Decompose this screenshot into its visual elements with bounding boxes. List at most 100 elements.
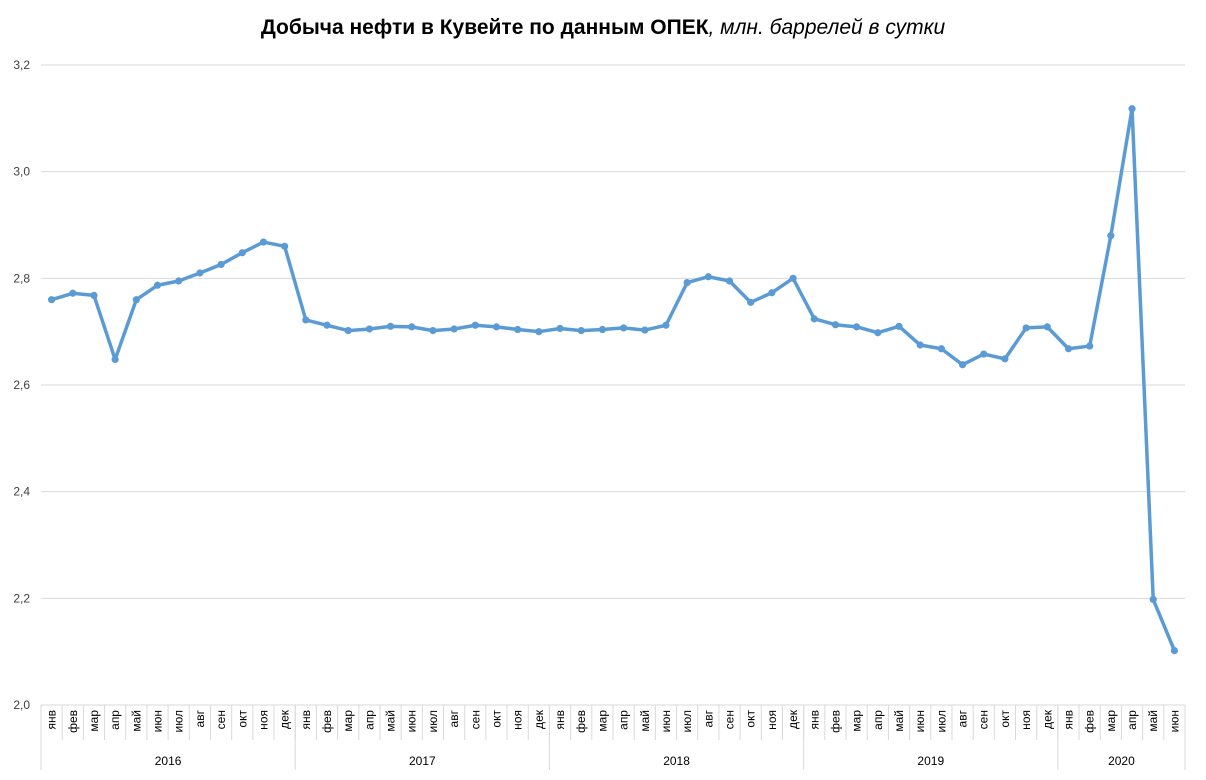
x-tick-label-month: июн bbox=[913, 710, 927, 732]
data-point bbox=[302, 316, 310, 324]
data-point bbox=[69, 289, 77, 297]
data-point bbox=[1001, 355, 1009, 363]
y-tick-label: 3,2 bbox=[13, 58, 30, 72]
series-oil-production bbox=[47, 105, 1179, 655]
data-point bbox=[1086, 342, 1094, 350]
data-point bbox=[132, 296, 140, 304]
data-point bbox=[111, 355, 119, 363]
x-tick-label-month: июл bbox=[680, 710, 694, 732]
data-point bbox=[238, 249, 246, 257]
data-point bbox=[47, 296, 56, 304]
data-point bbox=[408, 323, 416, 331]
data-point bbox=[1043, 323, 1051, 331]
data-point bbox=[450, 325, 458, 333]
data-point bbox=[704, 273, 712, 281]
y-tick-label: 2,2 bbox=[13, 591, 30, 605]
y-tick-label: 2,4 bbox=[13, 485, 30, 499]
data-point bbox=[683, 279, 691, 287]
data-point bbox=[175, 277, 183, 285]
data-point bbox=[810, 315, 818, 323]
x-tick-label-month: окт bbox=[235, 710, 249, 728]
x-tick-label-month: янв bbox=[299, 710, 313, 730]
x-tick-label-month: май bbox=[384, 710, 398, 732]
x-tick-label-month: сен bbox=[214, 710, 228, 729]
x-tick-label-month: май bbox=[1146, 710, 1160, 732]
x-tick-label-month: фев bbox=[320, 710, 334, 733]
data-point bbox=[196, 269, 204, 277]
data-point bbox=[344, 327, 352, 335]
x-tick-label-month: апр bbox=[1125, 710, 1139, 730]
y-tick-label: 2,6 bbox=[13, 378, 30, 392]
data-point bbox=[1170, 647, 1179, 655]
x-tick-label-month: мар bbox=[850, 710, 864, 732]
data-point bbox=[980, 350, 988, 358]
x-tick-label-month: фев bbox=[574, 710, 588, 733]
data-point bbox=[853, 323, 861, 331]
y-tick-label: 3,0 bbox=[13, 165, 30, 179]
data-point bbox=[535, 328, 543, 336]
data-point bbox=[90, 291, 98, 299]
x-tick-label-month: июн bbox=[659, 710, 673, 732]
data-point bbox=[514, 325, 522, 334]
data-point bbox=[789, 274, 797, 282]
x-tick-label-month: мар bbox=[87, 710, 101, 732]
data-point bbox=[429, 327, 437, 335]
x-tick-label-month: май bbox=[892, 710, 906, 732]
data-point bbox=[365, 325, 373, 333]
x-tick-label-month: фев bbox=[828, 710, 842, 733]
x-tick-label-month: дек bbox=[1040, 709, 1054, 729]
y-tick-label: 2,0 bbox=[13, 698, 30, 712]
chart-title-unit: , млн. баррелей в сутки bbox=[708, 16, 946, 39]
x-tick-label-month: июн bbox=[1167, 710, 1181, 732]
data-point bbox=[1022, 324, 1030, 332]
x-tick-label-month: июл bbox=[172, 710, 186, 732]
x-tick-label-month: ноя bbox=[765, 710, 779, 730]
x-tick-label-month: авг bbox=[701, 709, 715, 727]
data-point bbox=[217, 260, 225, 269]
data-point bbox=[598, 325, 607, 334]
x-tick-label-month: дек bbox=[278, 709, 292, 729]
x-tick-label-month: мар bbox=[595, 710, 609, 732]
x-tick-label-year: 2020 bbox=[1108, 754, 1135, 768]
data-point bbox=[556, 324, 564, 333]
x-tick-label-month: окт bbox=[489, 710, 503, 728]
x-tick-label-month: мар bbox=[1104, 710, 1118, 732]
x-tick-label-month: янв bbox=[807, 710, 821, 730]
x-tick-label-month: июл bbox=[934, 710, 948, 732]
data-point bbox=[323, 321, 331, 329]
x-tick-label-month: янв bbox=[45, 710, 59, 730]
data-point bbox=[259, 238, 268, 246]
x-tick-label-month: июн bbox=[405, 710, 419, 732]
gridlines bbox=[41, 64, 1185, 706]
x-tick-label-month: янв bbox=[553, 710, 567, 730]
data-point bbox=[662, 321, 670, 329]
x-tick-label-month: сен bbox=[977, 710, 991, 729]
data-point bbox=[619, 324, 628, 332]
series-line bbox=[49, 106, 1177, 653]
data-point bbox=[958, 361, 967, 369]
data-point bbox=[1064, 345, 1073, 353]
x-tick-label-month: фев bbox=[66, 710, 80, 733]
data-point bbox=[725, 277, 734, 285]
data-point bbox=[492, 323, 501, 331]
x-tick-label-year: 2017 bbox=[409, 754, 436, 768]
x-tick-label-month: апр bbox=[617, 710, 631, 730]
x-tick-label-month: дек bbox=[786, 709, 800, 729]
data-point bbox=[386, 322, 395, 330]
x-tick-label-month: ноя bbox=[511, 710, 525, 730]
x-tick-label-year: 2019 bbox=[917, 754, 944, 768]
data-point bbox=[916, 341, 924, 349]
x-tick-label-month: фев bbox=[1083, 710, 1097, 733]
data-point bbox=[1149, 595, 1157, 604]
x-tick-label-year: 2018 bbox=[663, 754, 690, 768]
x-tick-label-month: авг bbox=[447, 709, 461, 727]
x-tick-label-month: апр bbox=[871, 710, 885, 730]
x-tick-label-month: апр bbox=[362, 710, 376, 730]
x-tick-label-month: ноя bbox=[256, 710, 270, 730]
x-tick-label-month: июл bbox=[426, 710, 440, 732]
x-tick-label-month: ноя bbox=[1019, 710, 1033, 730]
x-tick-label-month: авг bbox=[956, 709, 970, 727]
data-point bbox=[874, 329, 882, 337]
